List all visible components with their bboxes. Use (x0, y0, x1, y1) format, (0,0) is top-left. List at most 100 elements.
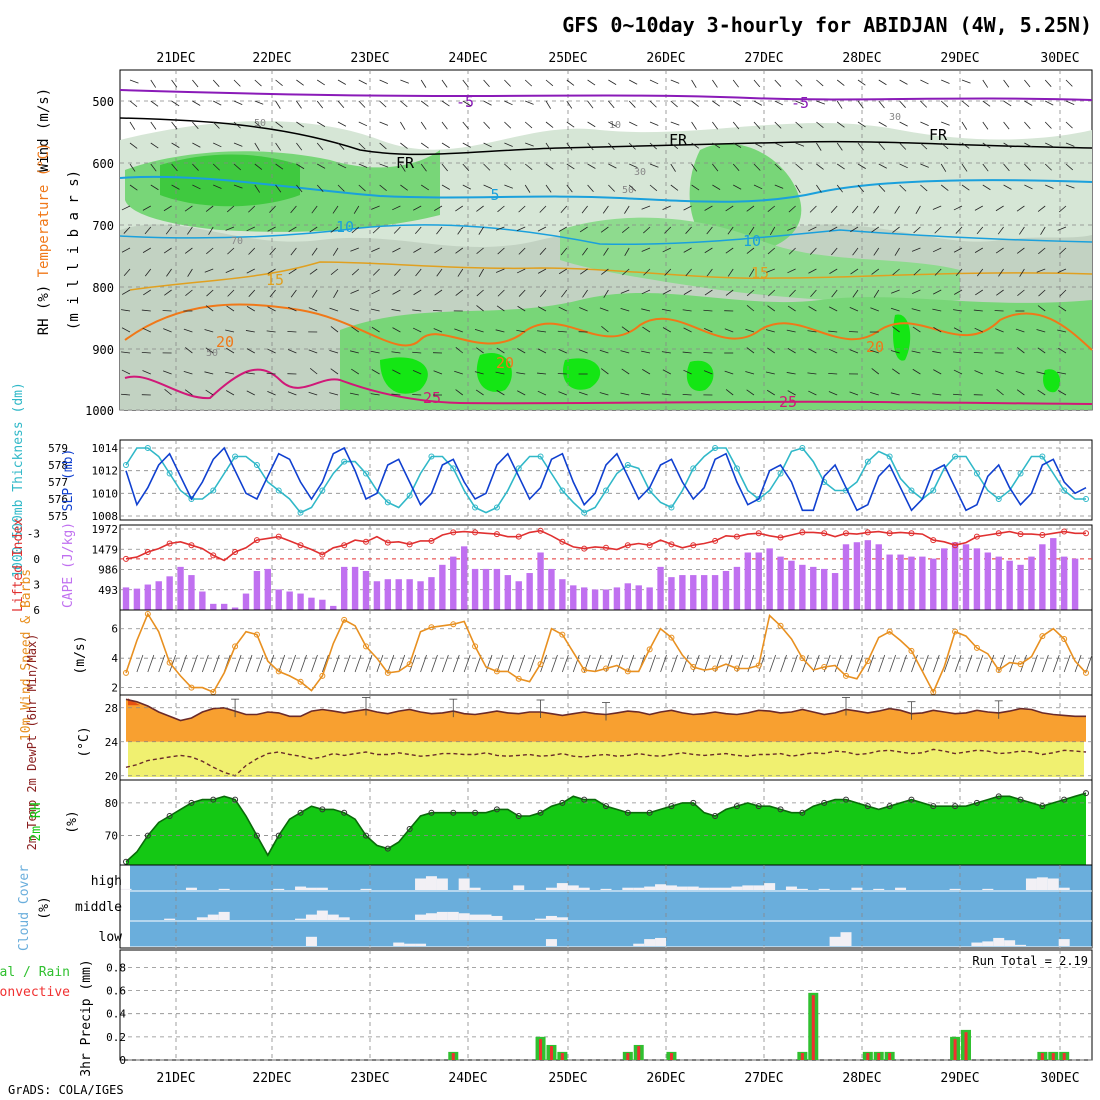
thickness-line-point (275, 487, 282, 494)
wind-barb (1058, 347, 1067, 354)
wind-barb (954, 289, 963, 295)
temp-ylabel: 2m Temp 2m DewPt (6hr Min/Max) (25, 634, 39, 851)
cloud-bar-high (295, 886, 307, 890)
wind-barb (807, 372, 817, 375)
wind-barb (233, 79, 241, 87)
wind-barb (504, 184, 513, 189)
wind-barb (870, 391, 879, 396)
wind-barb (246, 306, 256, 312)
cloud-bar-high (600, 888, 612, 890)
wind-barb (995, 205, 1004, 212)
wind-barb (620, 289, 630, 294)
wind-barb-10m (289, 654, 297, 673)
wind-barb (436, 268, 443, 277)
rh-line-point (821, 799, 828, 806)
page-title: GFS 0~10day 3-hourly for ABIDJAN (4W, 5.… (562, 13, 1092, 37)
wind-barb (706, 226, 713, 235)
wind-barb (670, 142, 679, 149)
contour-label: 10 (336, 218, 354, 236)
wind-barb-10m (769, 654, 777, 673)
date-label-top: 27DEC (744, 51, 783, 66)
wind-barb (628, 184, 637, 192)
wind-barb (192, 163, 199, 171)
date-label-bottom: 29DEC (940, 1071, 979, 1086)
wind-barb (288, 268, 297, 275)
wind-barb (836, 79, 845, 86)
cape-bar (842, 544, 850, 610)
wind-barb (379, 79, 388, 85)
wind-barb (998, 268, 1004, 277)
li-line-point (341, 542, 348, 549)
cape-bar (1028, 556, 1035, 610)
wind-barb (1036, 329, 1046, 333)
wind-barb-10m (834, 654, 842, 673)
wind-barb (982, 184, 991, 191)
wind-barb (192, 79, 199, 88)
wind-speed-line-point (1017, 661, 1024, 668)
wind-barb (953, 205, 963, 211)
rh-line-point (603, 803, 609, 810)
wind-barb (1015, 370, 1025, 375)
wind-barb (745, 328, 755, 333)
cloud-bar-middle (535, 918, 547, 920)
wind-barb (566, 79, 575, 86)
wind-barb (192, 100, 201, 106)
wind-barb (434, 289, 443, 296)
wind-barb (213, 100, 222, 106)
wind-barb (1024, 184, 1033, 190)
wind-barb (920, 142, 928, 150)
wind-barb (392, 369, 401, 375)
wind-barb (163, 205, 172, 212)
wind-speed-line-point (253, 631, 260, 638)
wind-barb (620, 307, 630, 312)
wind-barb (786, 329, 796, 333)
thickness-line-point (712, 445, 719, 451)
pressure-tick-label: 500 (92, 95, 114, 109)
wind-barb (973, 309, 983, 312)
wind-barb (372, 268, 380, 276)
rh-line-point (930, 803, 937, 810)
wind-barb (920, 79, 929, 85)
wind-speed-line-point (1061, 636, 1068, 643)
wind-speed-line-point (515, 675, 522, 682)
wind-barb-10m (300, 654, 307, 673)
cape-bar (526, 573, 533, 610)
wind-barb (518, 205, 526, 213)
wind-barb (164, 389, 172, 396)
wind-barb (1044, 163, 1052, 171)
wind-barb-10m (605, 654, 613, 673)
cape-bar (711, 575, 719, 610)
cape-bar (755, 552, 762, 610)
wind-barb (183, 370, 193, 375)
wind-barb (121, 327, 131, 333)
precip-ylabel-a: Total / Rain (0, 965, 70, 980)
wind-barb (171, 184, 180, 190)
li-line-point (210, 552, 217, 559)
wind-barb (830, 205, 838, 213)
wind-barb-10m (311, 654, 318, 673)
thickness-line-point (537, 453, 544, 460)
wind-barb-10m (343, 654, 351, 673)
wind-barb (557, 330, 567, 333)
wind-speed-line-point (952, 628, 959, 635)
wind-barb (767, 205, 776, 212)
wind-barb (504, 100, 513, 106)
cape-bar (1071, 558, 1079, 610)
wind-barb (537, 390, 547, 396)
thickness-line-point (755, 496, 762, 502)
wind-barb (525, 142, 534, 147)
li-line-point (864, 529, 871, 536)
wind-barb (579, 307, 588, 312)
wind-barb (982, 121, 989, 130)
wind-barb (420, 100, 429, 107)
wind-barb (185, 347, 193, 354)
wind-barb (296, 184, 303, 193)
wind-barb (1057, 226, 1067, 231)
dew-fill-band (128, 741, 1084, 777)
cape-bar (177, 566, 184, 610)
contour-label: FR (396, 154, 415, 172)
wind-barb (1003, 100, 1012, 107)
wind-barb (766, 268, 775, 273)
wind-barb (995, 247, 1004, 254)
wind-barb-10m (136, 654, 144, 673)
